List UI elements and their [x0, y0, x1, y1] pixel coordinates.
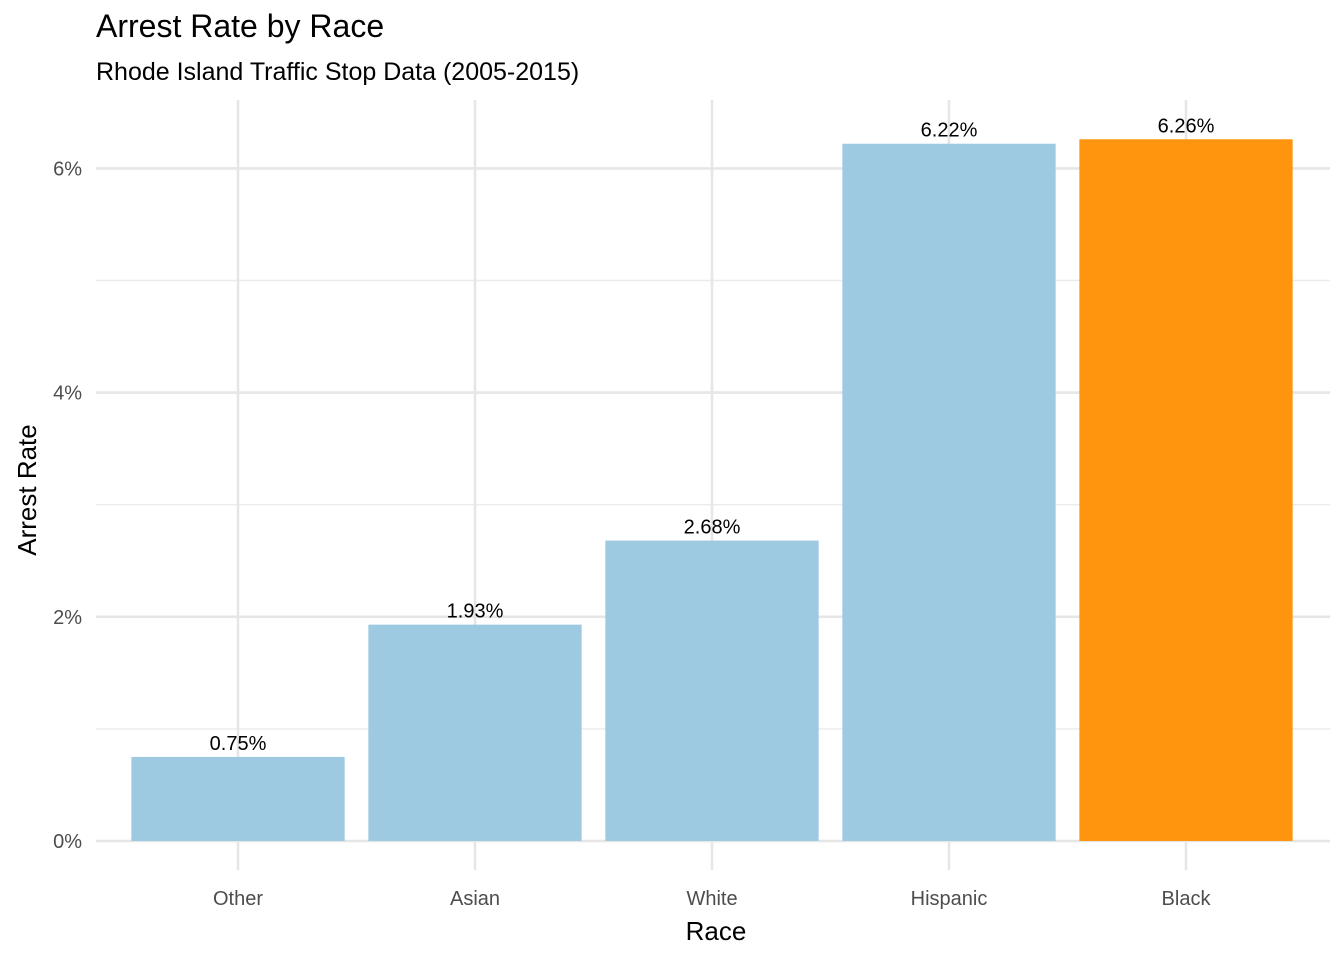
bar-value-label: 1.93% [447, 601, 504, 623]
bar-asian [368, 624, 582, 841]
bars [131, 139, 1293, 841]
chart-title: Arrest Rate by Race [96, 8, 385, 44]
bar-value-label: 6.26% [1158, 115, 1215, 137]
y-tick-label: 6% [53, 158, 82, 180]
x-tick-label: Other [213, 888, 263, 910]
x-tick-label: Asian [450, 888, 500, 910]
y-tick-label: 2% [53, 607, 82, 629]
bar-value-label: 0.75% [210, 733, 267, 755]
x-axis-title: Race [686, 916, 747, 946]
y-tick-label: 0% [53, 831, 82, 853]
bar-other [131, 756, 345, 841]
bar-hispanic [842, 143, 1056, 841]
chart-subtitle: Rhode Island Traffic Stop Data (2005-201… [96, 58, 580, 86]
x-tick-label: Black [1162, 888, 1212, 910]
x-tick-label: White [686, 888, 737, 910]
bar-white [605, 540, 819, 841]
bar-value-labels: 0.75% 1.93% 2.68% 6.22% 6.26% [210, 115, 1215, 755]
bar-value-label: 2.68% [684, 517, 741, 539]
y-axis-title: Arrest Rate [12, 424, 42, 556]
y-axis-tick-labels: 0% 2% 4% 6% [53, 158, 82, 853]
bar-value-label: 6.22% [921, 120, 978, 142]
y-tick-label: 4% [53, 383, 82, 405]
bar-black [1079, 139, 1293, 841]
x-tick-label: Hispanic [911, 888, 988, 910]
x-axis-tick-labels: Other Asian White Hispanic Black [213, 888, 1211, 910]
